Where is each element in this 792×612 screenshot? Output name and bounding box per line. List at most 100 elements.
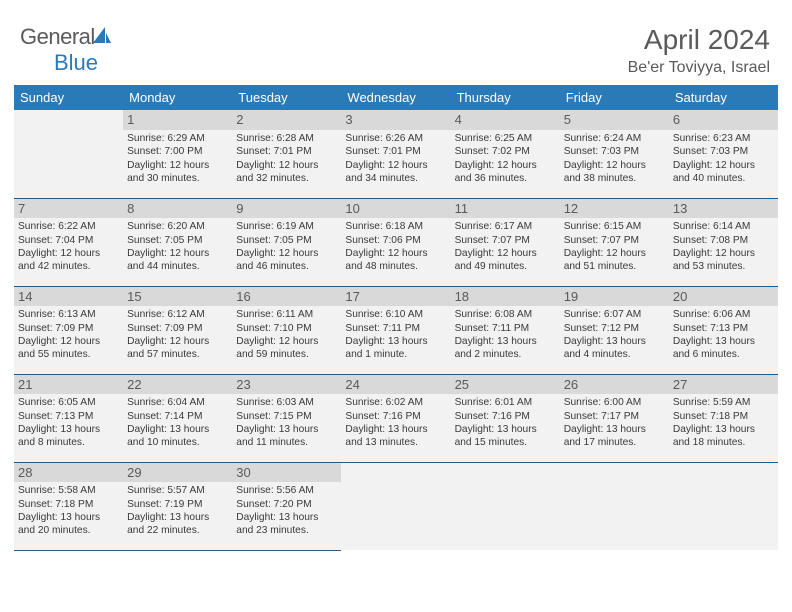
calendar-cell: 27Sunrise: 5:59 AMSunset: 7:18 PMDayligh… xyxy=(669,374,778,462)
day-details: Sunrise: 6:18 AMSunset: 7:06 PMDaylight:… xyxy=(341,218,450,276)
day-details: Sunrise: 6:28 AMSunset: 7:01 PMDaylight:… xyxy=(232,130,341,188)
calendar-cell: 11Sunrise: 6:17 AMSunset: 7:07 PMDayligh… xyxy=(451,198,560,286)
calendar-head: SundayMondayTuesdayWednesdayThursdayFrid… xyxy=(14,85,778,110)
day-number: 29 xyxy=(123,463,232,483)
calendar-cell: 26Sunrise: 6:00 AMSunset: 7:17 PMDayligh… xyxy=(560,374,669,462)
weekday-header: Thursday xyxy=(451,85,560,110)
calendar-cell: 2Sunrise: 6:28 AMSunset: 7:01 PMDaylight… xyxy=(232,110,341,198)
calendar-cell xyxy=(669,462,778,550)
calendar-cell: 10Sunrise: 6:18 AMSunset: 7:06 PMDayligh… xyxy=(341,198,450,286)
location: Be'er Toviyya, Israel xyxy=(628,59,770,77)
calendar-cell xyxy=(14,110,123,198)
day-details: Sunrise: 5:59 AMSunset: 7:18 PMDaylight:… xyxy=(669,394,778,452)
day-details: Sunrise: 6:11 AMSunset: 7:10 PMDaylight:… xyxy=(232,306,341,364)
page-header: General Blue April 2024 Be'er Toviyya, I… xyxy=(14,24,778,77)
calendar-cell: 6Sunrise: 6:23 AMSunset: 7:03 PMDaylight… xyxy=(669,110,778,198)
calendar-cell: 8Sunrise: 6:20 AMSunset: 7:05 PMDaylight… xyxy=(123,198,232,286)
day-details: Sunrise: 6:14 AMSunset: 7:08 PMDaylight:… xyxy=(669,218,778,276)
day-number: 18 xyxy=(451,287,560,307)
calendar-body: 1Sunrise: 6:29 AMSunset: 7:00 PMDaylight… xyxy=(14,110,778,550)
calendar-cell: 30Sunrise: 5:56 AMSunset: 7:20 PMDayligh… xyxy=(232,462,341,550)
weekday-header: Monday xyxy=(123,85,232,110)
calendar-cell: 19Sunrise: 6:07 AMSunset: 7:12 PMDayligh… xyxy=(560,286,669,374)
brand-part1: General xyxy=(20,24,95,49)
day-number: 13 xyxy=(669,199,778,219)
day-details: Sunrise: 6:23 AMSunset: 7:03 PMDaylight:… xyxy=(669,130,778,188)
calendar-cell xyxy=(560,462,669,550)
calendar-cell: 1Sunrise: 6:29 AMSunset: 7:00 PMDaylight… xyxy=(123,110,232,198)
calendar-cell: 22Sunrise: 6:04 AMSunset: 7:14 PMDayligh… xyxy=(123,374,232,462)
calendar-cell: 25Sunrise: 6:01 AMSunset: 7:16 PMDayligh… xyxy=(451,374,560,462)
weekday-header: Sunday xyxy=(14,85,123,110)
day-number: 6 xyxy=(669,110,778,130)
day-details: Sunrise: 6:24 AMSunset: 7:03 PMDaylight:… xyxy=(560,130,669,188)
day-details: Sunrise: 6:17 AMSunset: 7:07 PMDaylight:… xyxy=(451,218,560,276)
day-number: 7 xyxy=(14,199,123,219)
day-details: Sunrise: 6:13 AMSunset: 7:09 PMDaylight:… xyxy=(14,306,123,364)
day-number: 25 xyxy=(451,375,560,395)
day-number: 12 xyxy=(560,199,669,219)
day-number: 20 xyxy=(669,287,778,307)
day-number: 24 xyxy=(341,375,450,395)
month-title: April 2024 xyxy=(628,24,770,56)
weekday-header: Wednesday xyxy=(341,85,450,110)
day-number: 15 xyxy=(123,287,232,307)
calendar-cell: 20Sunrise: 6:06 AMSunset: 7:13 PMDayligh… xyxy=(669,286,778,374)
day-number: 22 xyxy=(123,375,232,395)
day-details: Sunrise: 6:19 AMSunset: 7:05 PMDaylight:… xyxy=(232,218,341,276)
day-details: Sunrise: 6:29 AMSunset: 7:00 PMDaylight:… xyxy=(123,130,232,188)
calendar-cell: 17Sunrise: 6:10 AMSunset: 7:11 PMDayligh… xyxy=(341,286,450,374)
calendar-cell: 13Sunrise: 6:14 AMSunset: 7:08 PMDayligh… xyxy=(669,198,778,286)
day-number: 27 xyxy=(669,375,778,395)
calendar-cell: 23Sunrise: 6:03 AMSunset: 7:15 PMDayligh… xyxy=(232,374,341,462)
day-details: Sunrise: 5:58 AMSunset: 7:18 PMDaylight:… xyxy=(14,482,123,540)
day-number: 1 xyxy=(123,110,232,130)
calendar-cell: 24Sunrise: 6:02 AMSunset: 7:16 PMDayligh… xyxy=(341,374,450,462)
day-details: Sunrise: 6:26 AMSunset: 7:01 PMDaylight:… xyxy=(341,130,450,188)
day-details: Sunrise: 5:57 AMSunset: 7:19 PMDaylight:… xyxy=(123,482,232,540)
calendar-cell: 4Sunrise: 6:25 AMSunset: 7:02 PMDaylight… xyxy=(451,110,560,198)
day-number: 16 xyxy=(232,287,341,307)
day-number: 10 xyxy=(341,199,450,219)
day-details: Sunrise: 6:25 AMSunset: 7:02 PMDaylight:… xyxy=(451,130,560,188)
day-number: 5 xyxy=(560,110,669,130)
day-details: Sunrise: 6:15 AMSunset: 7:07 PMDaylight:… xyxy=(560,218,669,276)
day-number: 19 xyxy=(560,287,669,307)
day-details: Sunrise: 6:03 AMSunset: 7:15 PMDaylight:… xyxy=(232,394,341,452)
day-details: Sunrise: 6:07 AMSunset: 7:12 PMDaylight:… xyxy=(560,306,669,364)
brand-logo: General Blue xyxy=(20,24,113,76)
day-details: Sunrise: 5:56 AMSunset: 7:20 PMDaylight:… xyxy=(232,482,341,540)
day-number: 14 xyxy=(14,287,123,307)
calendar-cell: 15Sunrise: 6:12 AMSunset: 7:09 PMDayligh… xyxy=(123,286,232,374)
calendar-table: SundayMondayTuesdayWednesdayThursdayFrid… xyxy=(14,85,778,551)
day-number: 8 xyxy=(123,199,232,219)
day-number: 3 xyxy=(341,110,450,130)
logo-sail-icon xyxy=(93,27,113,48)
day-details: Sunrise: 6:06 AMSunset: 7:13 PMDaylight:… xyxy=(669,306,778,364)
day-details: Sunrise: 6:05 AMSunset: 7:13 PMDaylight:… xyxy=(14,394,123,452)
day-details: Sunrise: 6:04 AMSunset: 7:14 PMDaylight:… xyxy=(123,394,232,452)
day-details: Sunrise: 6:12 AMSunset: 7:09 PMDaylight:… xyxy=(123,306,232,364)
day-number: 2 xyxy=(232,110,341,130)
calendar-cell: 16Sunrise: 6:11 AMSunset: 7:10 PMDayligh… xyxy=(232,286,341,374)
calendar-cell: 9Sunrise: 6:19 AMSunset: 7:05 PMDaylight… xyxy=(232,198,341,286)
day-number: 23 xyxy=(232,375,341,395)
day-number: 30 xyxy=(232,463,341,483)
calendar-cell xyxy=(341,462,450,550)
day-details: Sunrise: 6:00 AMSunset: 7:17 PMDaylight:… xyxy=(560,394,669,452)
day-number: 26 xyxy=(560,375,669,395)
calendar-cell: 14Sunrise: 6:13 AMSunset: 7:09 PMDayligh… xyxy=(14,286,123,374)
day-number: 28 xyxy=(14,463,123,483)
day-number: 21 xyxy=(14,375,123,395)
day-details: Sunrise: 6:08 AMSunset: 7:11 PMDaylight:… xyxy=(451,306,560,364)
weekday-header: Friday xyxy=(560,85,669,110)
calendar-cell: 18Sunrise: 6:08 AMSunset: 7:11 PMDayligh… xyxy=(451,286,560,374)
title-block: April 2024 Be'er Toviyya, Israel xyxy=(628,24,770,77)
day-details: Sunrise: 6:01 AMSunset: 7:16 PMDaylight:… xyxy=(451,394,560,452)
day-details: Sunrise: 6:10 AMSunset: 7:11 PMDaylight:… xyxy=(341,306,450,364)
calendar-cell: 21Sunrise: 6:05 AMSunset: 7:13 PMDayligh… xyxy=(14,374,123,462)
calendar-cell: 5Sunrise: 6:24 AMSunset: 7:03 PMDaylight… xyxy=(560,110,669,198)
day-number: 17 xyxy=(341,287,450,307)
calendar-cell xyxy=(451,462,560,550)
day-details: Sunrise: 6:20 AMSunset: 7:05 PMDaylight:… xyxy=(123,218,232,276)
